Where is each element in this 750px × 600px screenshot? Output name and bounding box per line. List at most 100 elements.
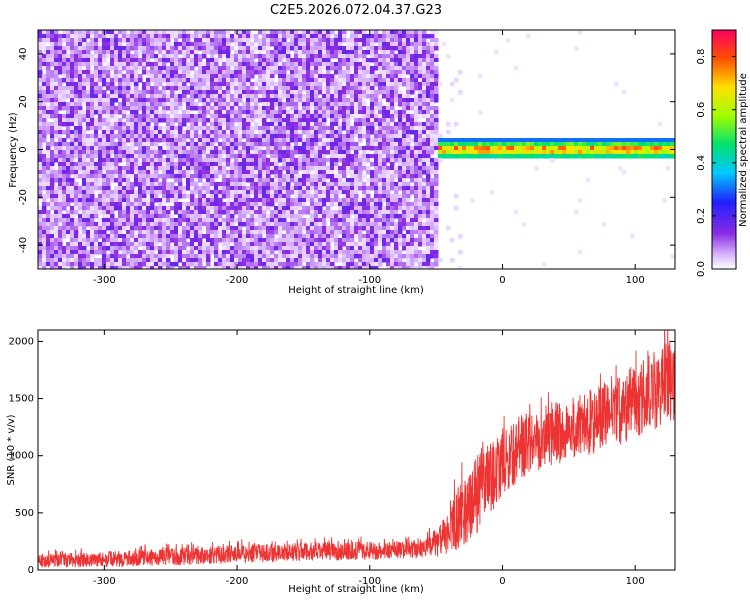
spectrogram-cell (334, 134, 339, 139)
spectrogram-cell (354, 162, 359, 167)
spectrogram-cell (206, 194, 211, 199)
spectrogram-cell (366, 34, 371, 39)
spectrogram-cell (182, 190, 187, 195)
spectrogram-cell (174, 66, 179, 71)
spectrogram-cell (166, 94, 171, 99)
spectrogram-cell (286, 134, 291, 139)
spectrogram-cell (118, 190, 123, 195)
spectrogram-cell (42, 74, 47, 79)
spectrogram-cell (126, 54, 131, 59)
spectrogram-cell (86, 146, 91, 151)
spectrogram-cell (314, 30, 319, 35)
spectrogram-cell (58, 246, 63, 251)
spectrogram-cell (346, 46, 351, 51)
spectrogram-cell (302, 206, 307, 211)
spectrogram-cell (298, 50, 303, 55)
spectrogram-cell (378, 218, 383, 223)
spectrogram-cell (126, 126, 131, 131)
spectrogram-cell (338, 30, 343, 35)
spectrogram-cell (198, 266, 203, 269)
spectrogram-cell (182, 170, 187, 175)
spectrogram-cell (134, 50, 139, 55)
spectrogram-cell (310, 182, 315, 187)
spectrogram-cell (270, 218, 275, 223)
spectrogram-cell (298, 198, 303, 203)
spectrogram-cell (178, 210, 183, 215)
spectrogram-cell (82, 82, 87, 87)
spectrogram-cell (190, 190, 195, 195)
spectrogram-cell (270, 242, 275, 247)
spectrogram-cell (182, 46, 187, 51)
spectrogram-cell (106, 118, 111, 123)
spectrogram-cell (254, 198, 259, 203)
spectrogram-cell (298, 34, 303, 39)
spectrogram-cell (178, 66, 183, 71)
spectrogram-cell (286, 30, 291, 35)
spectrogram-cell (378, 134, 383, 139)
spectrogram-cell (38, 94, 43, 99)
spectrogram-cell (382, 194, 387, 199)
spectrogram-cell (70, 186, 75, 191)
spectrogram-cell (210, 226, 215, 231)
spectrogram-cell (122, 226, 127, 231)
spectrogram-cell (190, 198, 195, 203)
spectrogram-cell (170, 82, 175, 87)
spectrogram-cell (262, 82, 267, 87)
spectrogram-cell (266, 50, 271, 55)
spectrogram-cell (250, 222, 255, 227)
spectrogram-cell (138, 202, 143, 207)
spectrogram-cell (362, 242, 367, 247)
spectrogram-cell (390, 70, 395, 75)
spectrogram-cell (318, 98, 323, 103)
spectrogram-cell (210, 154, 215, 159)
spectrogram-cell (146, 198, 151, 203)
spectrogram-cell (82, 202, 87, 207)
spectrogram-cell (362, 202, 367, 207)
spectrogram-cell (210, 30, 215, 35)
spectrogram-cell (346, 250, 351, 255)
spectrogram-cell (190, 86, 195, 91)
spectrogram-cell (114, 34, 119, 39)
spectrogram-cell (346, 266, 351, 269)
spectrogram-cell (118, 54, 123, 59)
spectrogram-cell (318, 90, 323, 95)
spectrogram-cell (106, 98, 111, 103)
spectrogram-cell (378, 102, 383, 107)
spectrogram-cell (250, 182, 255, 187)
spectrogram-cell (98, 118, 103, 123)
spectrogram-cell (274, 46, 279, 51)
spectrogram-cell (122, 250, 127, 255)
spectrogram-cell (74, 102, 79, 107)
spectrogram-cell (294, 38, 299, 43)
spectrogram-cell (70, 266, 75, 269)
spectrogram-cell (362, 158, 367, 163)
spectrogram-cell (66, 34, 71, 39)
spectrogram-cell (102, 154, 107, 159)
spectrogram-cell (386, 110, 391, 115)
spectrogram-cell (174, 206, 179, 211)
spectrogram-cell (46, 142, 51, 147)
spectrogram-cell (370, 126, 375, 131)
spectrogram-cell (286, 122, 291, 127)
spectrogram-cell (222, 246, 227, 251)
spectrogram-cell (278, 202, 283, 207)
spectrogram-cell (166, 242, 171, 247)
spectrogram-cell (270, 246, 275, 251)
spectrogram-cell (218, 130, 223, 135)
spectrogram-cell (194, 54, 199, 59)
spectrogram-cell (242, 150, 247, 155)
spectrogram-cell (322, 122, 327, 127)
spectrogram-cell (318, 194, 323, 199)
spectrogram-cell (206, 254, 211, 259)
spectrogram-cell (346, 154, 351, 159)
spectrogram-cell (214, 254, 219, 259)
spectrogram-cell (390, 258, 395, 263)
spectrogram-cell (302, 98, 307, 103)
spectrogram-cell (130, 62, 135, 67)
spectrogram-cell (346, 78, 351, 83)
spectrogram-cell (242, 110, 247, 115)
spectrogram-cell (78, 50, 83, 55)
spectrogram-cell (158, 90, 163, 95)
spectrogram-cell (390, 74, 395, 79)
spectrogram-cell (202, 66, 207, 71)
